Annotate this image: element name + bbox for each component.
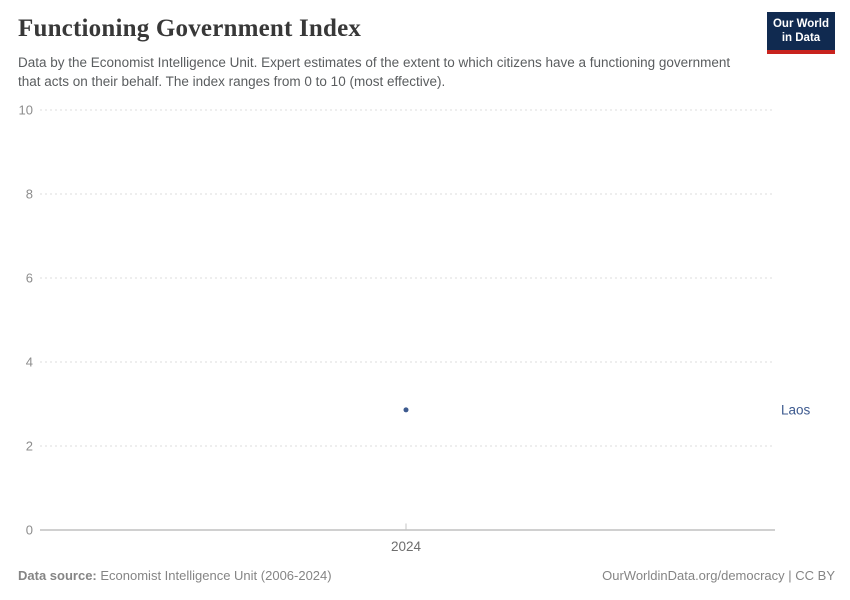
y-axis-tick-label-10: 10 [19, 103, 33, 118]
chart-subtitle: Data by the Economist Intelligence Unit.… [18, 55, 731, 89]
attribution-link[interactable]: OurWorldinData.org/democracy | CC BY [602, 568, 835, 583]
x-axis-tick-label: 2024 [391, 539, 422, 554]
y-axis-tick-label-0: 0 [26, 523, 33, 538]
data-source-label: Data source: [18, 568, 97, 583]
y-axis-tick-label-2: 2 [26, 439, 33, 454]
y-axis-tick-label-6: 6 [26, 271, 33, 286]
owid-logo[interactable]: Our World in Data [767, 12, 835, 54]
data-source-value[interactable]: Economist Intelligence Unit (2006-2024) [96, 568, 332, 583]
data-source[interactable]: Data source: Economist Intelligence Unit… [18, 568, 332, 583]
y-axis-tick-label-4: 4 [26, 355, 33, 370]
data-point-laos[interactable] [403, 407, 409, 413]
y-axis-tick-label-8: 8 [26, 187, 33, 202]
owid-logo-line2: in Data [781, 31, 821, 44]
entity-label-laos[interactable]: Laos [781, 402, 811, 417]
chart-footer: Data source: Economist Intelligence Unit… [18, 568, 835, 583]
owid-logo-line1: Our World [772, 18, 829, 30]
chart-title: Functioning Government Index [18, 15, 362, 42]
